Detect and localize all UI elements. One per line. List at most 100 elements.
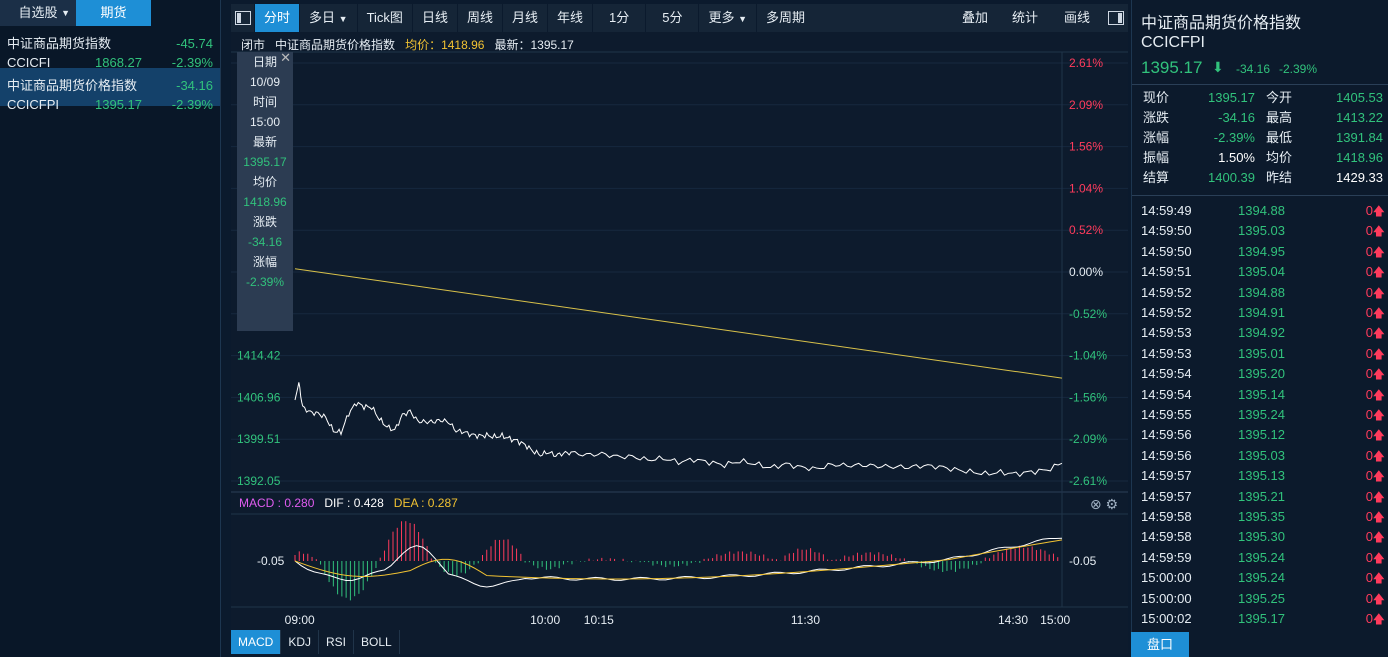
close-icon[interactable]: ⊗ bbox=[1089, 496, 1102, 512]
quote-value: 1391.84 bbox=[1336, 130, 1383, 145]
sidebar-toggle-icon[interactable] bbox=[231, 4, 255, 32]
tick-time: 14:59:53 bbox=[1141, 325, 1192, 341]
tab-weekly[interactable]: 周线 bbox=[458, 4, 503, 32]
tooltip-chg: -34.16 bbox=[247, 235, 283, 249]
tick-row: 14:59:53 1395.01 0 🡅 bbox=[1141, 344, 1385, 364]
macd-histogram bbox=[294, 521, 1059, 601]
tooltip-date: 10/09 bbox=[249, 75, 281, 89]
arrow-up-icon: 🡅 bbox=[1372, 224, 1385, 239]
dif-value: DIF : 0.428 bbox=[324, 496, 384, 510]
tick-time: 14:59:50 bbox=[1141, 223, 1192, 239]
tab-1min[interactable]: 1分 bbox=[593, 4, 647, 32]
market-status: 闭市 bbox=[241, 38, 266, 52]
instrument-code: CCICFI bbox=[7, 55, 51, 70]
tab-intraday[interactable]: 分时 bbox=[255, 4, 301, 32]
arrow-up-icon: 🡅 bbox=[1372, 204, 1385, 218]
quote-row: 涨跌 -34.16 最高 1413.22 bbox=[1143, 108, 1383, 128]
quote-label: 最高 bbox=[1266, 110, 1293, 125]
x-tick-label: 14:30 bbox=[998, 613, 1028, 627]
tick-time: 14:59:49 bbox=[1141, 203, 1192, 218]
tab-rsi[interactable]: RSI bbox=[319, 630, 355, 654]
stats-button[interactable]: 统计 bbox=[1011, 10, 1038, 25]
tick-time: 14:59:57 bbox=[1141, 468, 1192, 484]
tooltip-date-label: 日期 bbox=[252, 55, 277, 69]
arrow-down-icon: ⬇ bbox=[1212, 59, 1224, 75]
tick-row: 14:59:49 1394.88 0 🡅 bbox=[1141, 201, 1385, 221]
pankou-button[interactable]: 盘口 bbox=[1131, 632, 1189, 657]
list-item[interactable]: 中证商品期货价格指数 -34.16 CCICFPI 1395.17 -2.39% bbox=[0, 68, 220, 112]
macd-value: MACD : 0.280 bbox=[239, 496, 315, 510]
chevron-down-icon[interactable]: ▼ bbox=[61, 8, 70, 18]
tab-monthly[interactable]: 月线 bbox=[503, 4, 548, 32]
tick-volume: 0 bbox=[1365, 488, 1373, 504]
tab-yearly[interactable]: 年线 bbox=[548, 4, 593, 32]
dea-value: DEA : 0.287 bbox=[393, 496, 458, 510]
y-tick-label-right: 0.00% bbox=[1069, 265, 1103, 279]
quote-code: CCICFPI bbox=[1141, 34, 1205, 51]
tooltip-last: 1395.17 bbox=[243, 155, 287, 169]
tab-daily[interactable]: 日线 bbox=[413, 4, 458, 32]
quote-pct: -2.39% bbox=[1279, 62, 1318, 76]
divider bbox=[1132, 195, 1388, 196]
tick-time: 14:59:53 bbox=[1141, 345, 1192, 361]
tick-time: 14:59:58 bbox=[1141, 509, 1192, 524]
tick-price: 1395.20 bbox=[1238, 366, 1285, 382]
tab-macd[interactable]: MACD bbox=[231, 630, 282, 654]
tick-price: 1395.04 bbox=[1238, 264, 1285, 280]
arrow-up-icon: 🡅 bbox=[1372, 469, 1385, 484]
tick-time: 14:59:59 bbox=[1141, 549, 1192, 565]
tick-price: 1395.13 bbox=[1238, 468, 1285, 484]
dif-line bbox=[294, 537, 1063, 588]
tick-time: 15:00:00 bbox=[1141, 590, 1192, 606]
tick-row: 14:59:57 1395.13 0 🡅 bbox=[1141, 466, 1385, 486]
instrument-change: -34.16 bbox=[176, 78, 213, 93]
tab-futures[interactable]: 期货 bbox=[76, 0, 151, 26]
y-tick-label-right: 2.09% bbox=[1069, 98, 1103, 112]
arrow-up-icon: 🡅 bbox=[1372, 265, 1385, 280]
close-icon[interactable]: ✕ bbox=[280, 50, 291, 65]
tick-price: 1395.30 bbox=[1238, 529, 1285, 545]
quote-value: -34.16 bbox=[1218, 110, 1255, 125]
tab-tick[interactable]: Tick图 bbox=[358, 4, 413, 32]
macd-controls: ⊗ ⚙ bbox=[1090, 496, 1118, 513]
dea-line bbox=[294, 539, 1063, 580]
tab-5min[interactable]: 5分 bbox=[646, 4, 700, 32]
tab-boll[interactable]: BOLL bbox=[354, 630, 400, 654]
tick-volume: 0 bbox=[1365, 305, 1373, 320]
last-price-label: 最新：1395.17 bbox=[494, 38, 574, 52]
overlay-button[interactable]: 叠加 bbox=[961, 10, 988, 25]
tab-multiday[interactable]: 多日 ▼ bbox=[300, 4, 358, 32]
quote-label: 均价 bbox=[1266, 150, 1293, 165]
intraday-chart[interactable]: 2.61% 2.09% 1.56% 1.04% 0.52% 0.00% -0.52% -1.0… bbox=[231, 32, 1128, 630]
tick-volume: 0 bbox=[1365, 223, 1373, 239]
tick-row: 14:59:54 1395.14 0 🡅 bbox=[1141, 385, 1385, 405]
tooltip-time-label: 时间 bbox=[252, 95, 277, 109]
draw-button[interactable]: 画线 bbox=[1063, 10, 1090, 25]
chart-canvas[interactable]: 2.61% 2.09% 1.56% 1.04% 0.52% 0.00% -0.52% -1.0… bbox=[231, 32, 1128, 630]
panel-toggle-icon[interactable] bbox=[1104, 4, 1128, 32]
tab-multi-period[interactable]: 多周期 bbox=[766, 10, 806, 25]
tick-row: 15:00:00 1395.25 0 🡅 bbox=[1141, 589, 1385, 609]
tab-more[interactable]: 更多 ▼ bbox=[699, 4, 758, 32]
tab-kdj[interactable]: KDJ bbox=[281, 630, 320, 654]
x-tick-label: 09:00 bbox=[285, 613, 315, 627]
tick-time: 14:59:56 bbox=[1141, 427, 1192, 443]
quote-label: 最低 bbox=[1266, 130, 1293, 145]
quote-value: 1.50% bbox=[1218, 150, 1255, 165]
gear-icon[interactable]: ⚙ bbox=[1105, 496, 1118, 512]
chevron-down-icon: ▼ bbox=[338, 14, 348, 24]
tick-row: 14:59:52 1394.88 0 🡅 bbox=[1141, 283, 1385, 303]
quote-label: 昨结 bbox=[1266, 170, 1293, 185]
quote-value: 1405.53 bbox=[1336, 90, 1383, 105]
tab-watchlist[interactable]: 自选股 ▼ bbox=[0, 0, 76, 26]
arrow-up-icon: 🡅 bbox=[1372, 448, 1385, 463]
arrow-up-icon: 🡅 bbox=[1372, 550, 1385, 565]
divider bbox=[1132, 84, 1388, 85]
tick-time: 14:59:54 bbox=[1141, 386, 1192, 402]
tick-price: 1394.88 bbox=[1238, 284, 1285, 300]
list-item[interactable]: 中证商品期货指数 -45.74 CCICFI 1868.27 -2.39% bbox=[0, 26, 220, 70]
grid bbox=[231, 51, 1128, 608]
tick-volume: 0 bbox=[1365, 468, 1373, 484]
quote-change: -34.16 bbox=[1236, 62, 1271, 76]
instrument-name: 中证商品期货指数 bbox=[7, 36, 112, 51]
